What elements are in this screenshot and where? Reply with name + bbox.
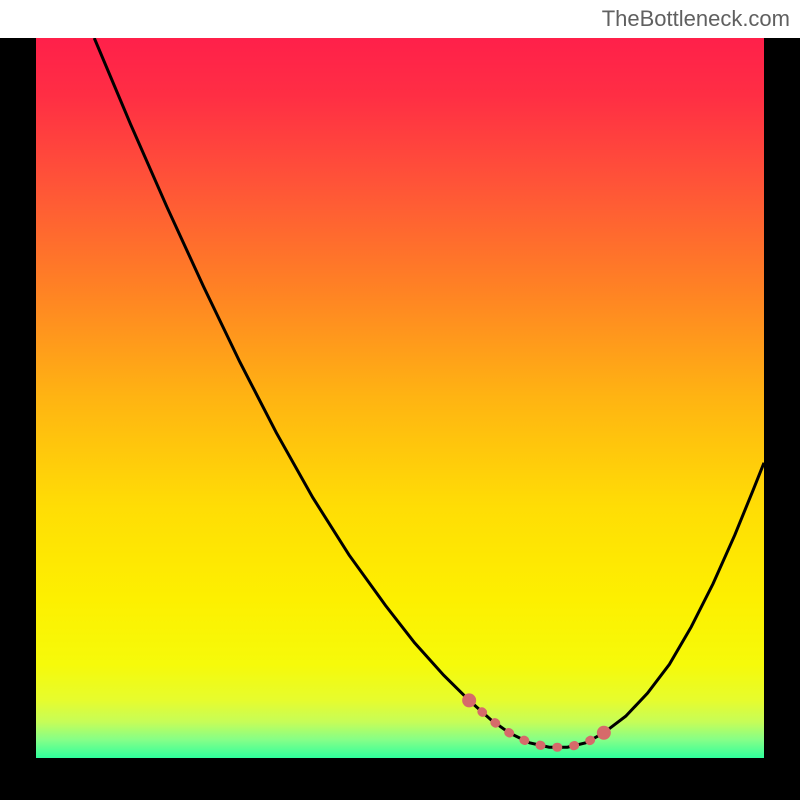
bottleneck-chart [36, 38, 764, 758]
watermark-text: TheBottleneck.com [602, 6, 790, 32]
chart-gradient-bg [36, 38, 764, 758]
chart-frame [0, 38, 800, 800]
chart-svg [36, 38, 764, 758]
